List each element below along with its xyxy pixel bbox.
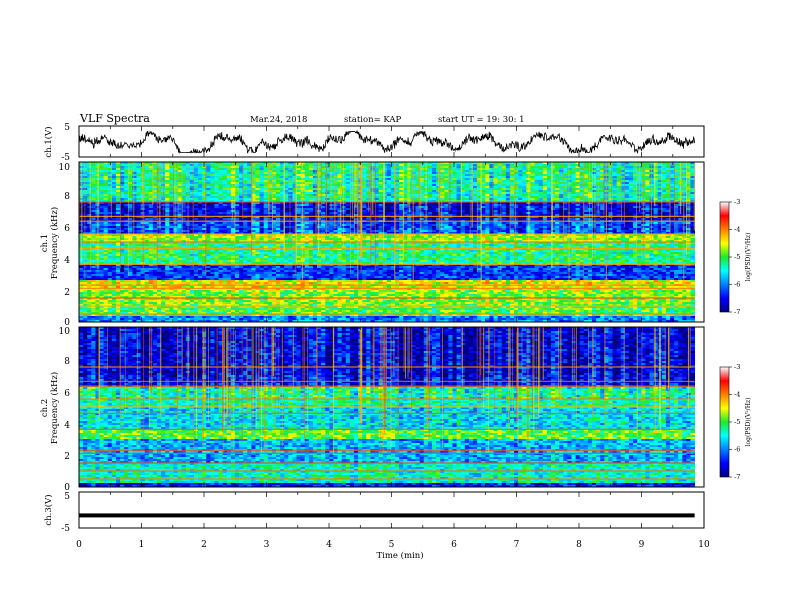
- ch1-wave-tick-top: 5: [64, 123, 70, 133]
- ch1-wave-ylabel: ch.1(V): [43, 126, 54, 157]
- start-time-label: start UT = 19: 30: 1: [438, 115, 525, 125]
- ch1-wave-panel: 5 -5 ch.1(V): [43, 123, 704, 163]
- figure-title: VLF Spectra: [79, 112, 150, 125]
- ch1-wave-tick-bottom: -5: [61, 153, 70, 163]
- station-label: station= KAP: [344, 115, 402, 125]
- ch1-spectrogram-panel: 0 2 4 6 8 10 ch.1 Frequency (kHz): [40, 162, 704, 328]
- ch1-waveform-line: [79, 132, 695, 153]
- date-label: Mar.24, 2018: [250, 115, 307, 125]
- ch1-spectrogram-image: [79, 162, 695, 322]
